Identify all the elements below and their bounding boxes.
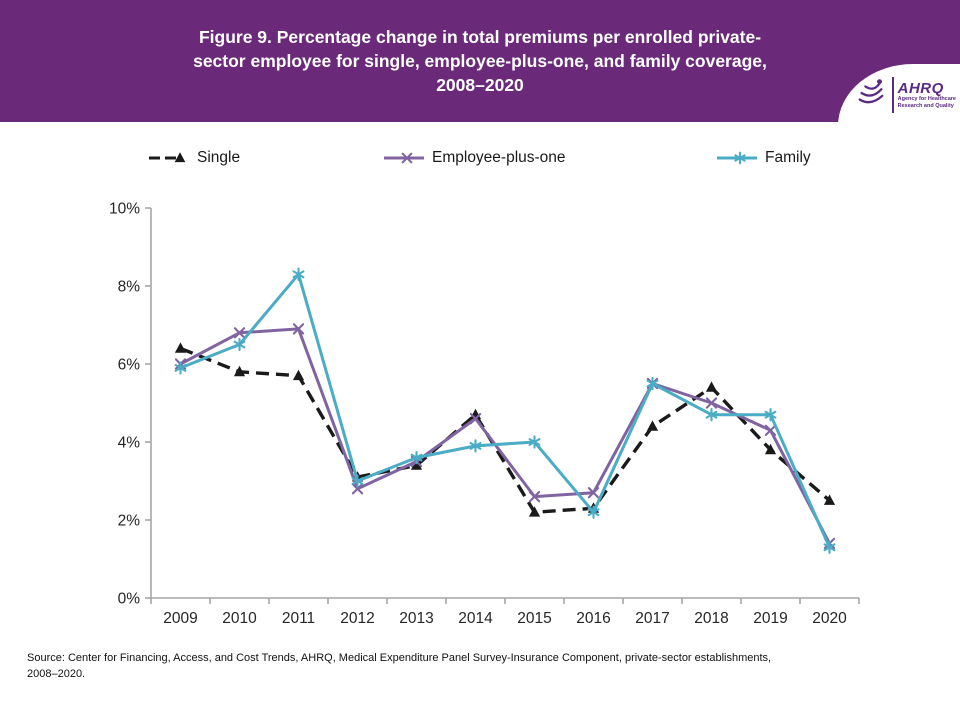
agency-logo-plate: AHRQ Agency for Healthcare Research and …	[838, 64, 960, 126]
x-tick-label: 2012	[340, 610, 374, 627]
y-tick-label: 6%	[118, 357, 141, 374]
source-note: Source: Center for Financing, Access, an…	[27, 652, 772, 680]
legend-item-family: Family	[716, 147, 811, 169]
x-tick-label: 2010	[222, 610, 257, 627]
legend-label: Single	[197, 149, 241, 166]
header-banner: Figure 9. Percentage change in total pre…	[0, 0, 960, 126]
logo-divider	[891, 77, 894, 113]
x-tick-label: 2017	[635, 610, 669, 627]
legend-label: Employee-plus-one	[432, 149, 566, 166]
x-tick-label: 2014	[458, 610, 493, 627]
y-tick-label: 4%	[118, 435, 141, 452]
x-tick-label: 2020	[812, 610, 847, 627]
legend-item-single: Single	[148, 147, 240, 169]
x-tick-label: 2015	[517, 610, 551, 627]
legend-marker-triangle-icon	[149, 152, 186, 163]
x-tick-label: 2011	[282, 610, 315, 627]
series-family	[174, 267, 836, 554]
ahrq-tagline-line-2: Research and Quality	[897, 103, 954, 109]
legend-marker-asterisk-icon	[717, 151, 757, 165]
series-single	[174, 342, 836, 517]
axes: 0% 2% 4% 6% 8% 10% 2009 2010 2011 2012 2013 2014 201…	[109, 201, 860, 627]
x-tick-label: 2013	[399, 610, 433, 627]
x-tick-label: 2018	[694, 610, 728, 627]
y-tick-label: 2%	[118, 513, 141, 530]
x-tick-label: 2019	[753, 610, 787, 627]
x-tick-label: 2016	[576, 610, 610, 627]
ahrq-logo-text: AHRQ	[897, 79, 944, 97]
figure-title-line-1: Figure 9. Percentage change in total pre…	[198, 27, 762, 47]
y-tick-label: 10%	[109, 201, 140, 218]
ahrq-tagline-line-1: Agency for Healthcare	[897, 96, 956, 102]
legend-label: Family	[765, 149, 811, 166]
hhs-eagle-icon	[854, 75, 888, 116]
y-tick-label: 0%	[118, 591, 141, 608]
figure-title: Figure 9. Percentage change in total pre…	[110, 0, 850, 97]
series-employee-plus-one	[174, 323, 836, 550]
chart-legend: Single Employee-plus-one Family	[0, 147, 960, 171]
legend-marker-x-icon	[384, 152, 424, 164]
x-tick-label: 2009	[163, 610, 197, 627]
y-tick-label: 8%	[118, 279, 141, 296]
legend-item-employee-plus-one: Employee-plus-one	[383, 147, 566, 169]
figure-title-line-2: sector employee for single, employee-plu…	[193, 51, 767, 71]
figure-title-line-3: 2008–2020	[436, 75, 524, 95]
